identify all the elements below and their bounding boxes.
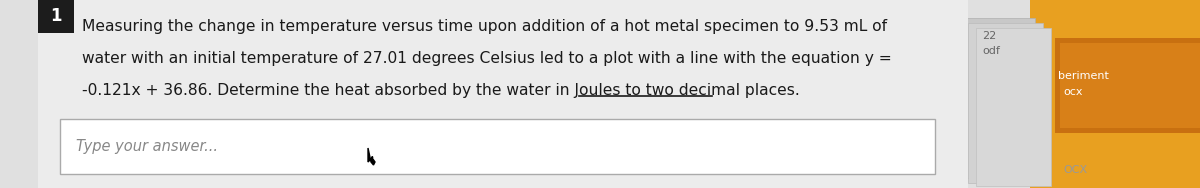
Text: 1: 1 [50, 7, 61, 25]
Text: 22: 22 [982, 31, 996, 41]
Bar [1060, 43, 1200, 128]
Text: water with an initial temperature of 27.01 degrees Celsius led to a plot with a : water with an initial temperature of 27.… [82, 51, 892, 65]
Text: Measuring the change in temperature versus time upon addition of a hot metal spe: Measuring the change in temperature vers… [82, 18, 887, 33]
Bar [38, 0, 968, 188]
Bar [1055, 38, 1200, 133]
Text: ocx: ocx [1063, 87, 1082, 97]
Polygon shape [368, 148, 374, 165]
Bar [960, 18, 1034, 178]
Bar [1030, 0, 1200, 188]
Bar [38, 0, 74, 33]
Text: beriment: beriment [1058, 71, 1109, 81]
FancyBboxPatch shape [60, 119, 935, 174]
Bar [968, 23, 1043, 183]
Bar [976, 28, 1051, 186]
Text: Type your answer...: Type your answer... [76, 139, 218, 154]
Text: -0.121x + 36.86. Determine the heat absorbed by the water in Joules to two decim: -0.121x + 36.86. Determine the heat abso… [82, 83, 799, 98]
Text: odf: odf [982, 46, 1000, 56]
Text: OCX: OCX [1063, 165, 1087, 175]
